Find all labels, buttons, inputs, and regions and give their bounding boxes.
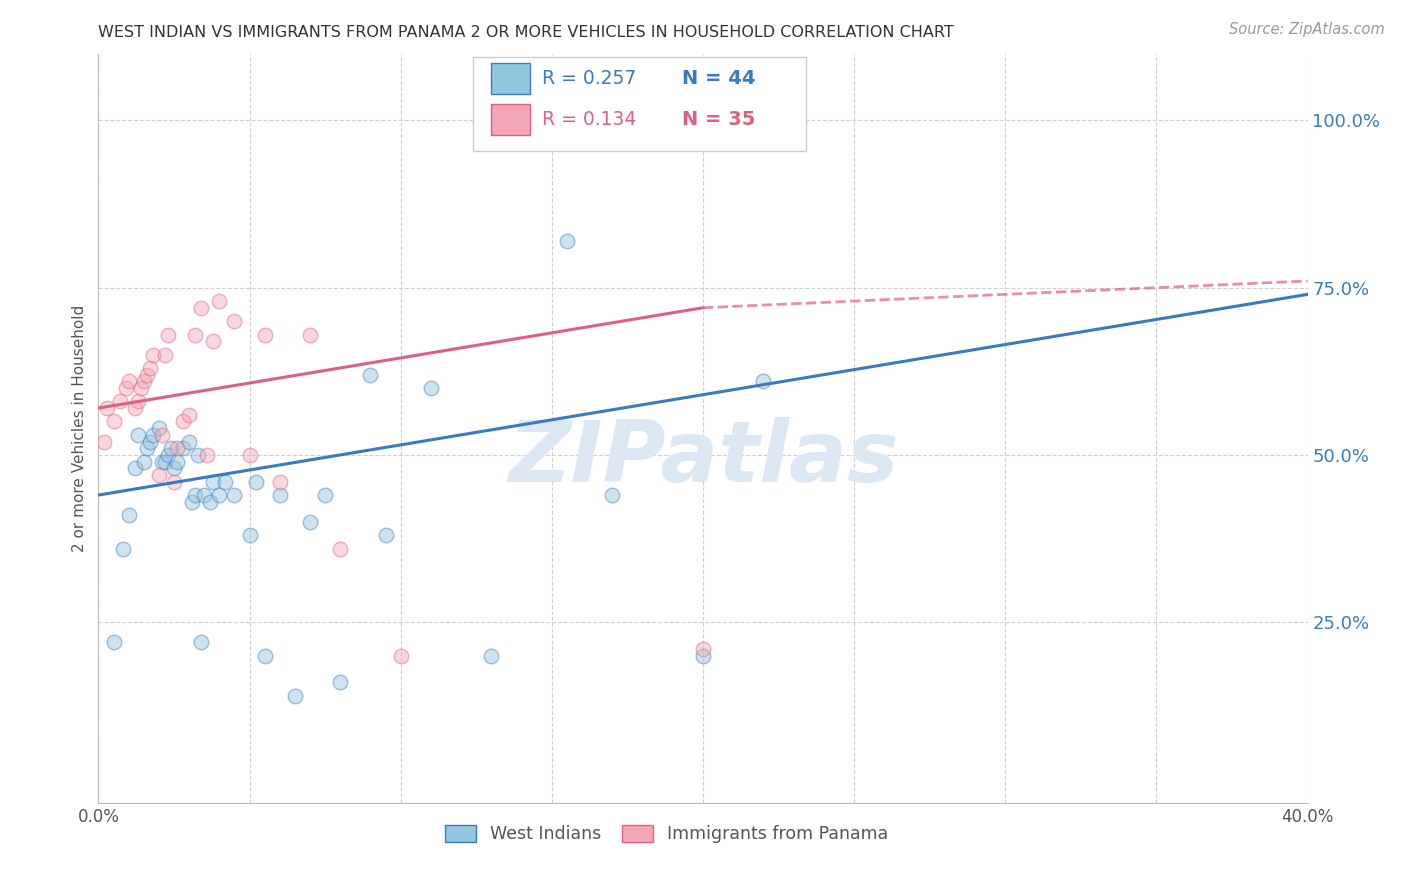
Point	[224, 488, 246, 502]
Point	[329, 541, 352, 556]
Point	[253, 648, 276, 663]
Point	[108, 394, 131, 409]
Point	[153, 455, 176, 469]
Point	[481, 648, 503, 663]
Point	[692, 642, 714, 657]
Point	[245, 475, 267, 489]
Point	[299, 515, 322, 529]
Text: Source: ZipAtlas.com: Source: ZipAtlas.com	[1229, 22, 1385, 37]
Point	[114, 381, 136, 395]
FancyBboxPatch shape	[492, 103, 530, 136]
Point	[510, 134, 533, 148]
Point	[184, 327, 207, 342]
Point	[156, 327, 179, 342]
Point	[139, 361, 162, 376]
Point	[163, 461, 186, 475]
Point	[360, 368, 382, 382]
Point	[374, 528, 396, 542]
Point	[172, 414, 194, 429]
Point	[142, 348, 165, 362]
Point	[132, 455, 155, 469]
Point	[184, 488, 207, 502]
FancyBboxPatch shape	[474, 57, 806, 151]
Point	[93, 434, 115, 449]
Text: N = 44: N = 44	[682, 69, 756, 87]
Point	[187, 448, 209, 462]
Point	[129, 381, 152, 395]
FancyBboxPatch shape	[492, 62, 530, 94]
Point	[284, 689, 307, 703]
Text: N = 35: N = 35	[682, 110, 756, 129]
Point	[179, 408, 201, 422]
Point	[269, 488, 291, 502]
Point	[148, 468, 170, 483]
Point	[420, 381, 443, 395]
Point	[181, 494, 204, 508]
Point	[329, 675, 352, 690]
Point	[224, 314, 246, 328]
Point	[96, 401, 118, 416]
Point	[127, 428, 149, 442]
Point	[172, 442, 194, 456]
Point	[752, 375, 775, 389]
Point	[135, 368, 157, 382]
Point	[314, 488, 336, 502]
Point	[195, 448, 218, 462]
Point	[135, 442, 157, 456]
Point	[139, 434, 162, 449]
Legend: West Indians, Immigrants from Panama: West Indians, Immigrants from Panama	[439, 818, 896, 850]
Point	[239, 448, 262, 462]
Point	[208, 488, 231, 502]
Text: ZIPatlas: ZIPatlas	[508, 417, 898, 500]
Point	[124, 401, 146, 416]
Point	[602, 488, 624, 502]
Point	[253, 327, 276, 342]
Point	[132, 375, 155, 389]
Point	[127, 394, 149, 409]
Point	[166, 442, 188, 456]
Point	[111, 541, 134, 556]
Text: WEST INDIAN VS IMMIGRANTS FROM PANAMA 2 OR MORE VEHICLES IN HOUSEHOLD CORRELATIO: WEST INDIAN VS IMMIGRANTS FROM PANAMA 2 …	[98, 25, 955, 40]
Point	[142, 428, 165, 442]
Point	[118, 508, 141, 523]
Point	[193, 488, 215, 502]
Point	[239, 528, 262, 542]
Point	[389, 648, 412, 663]
Text: R = 0.257: R = 0.257	[543, 69, 637, 87]
Point	[156, 448, 179, 462]
Point	[208, 294, 231, 309]
Point	[202, 475, 225, 489]
Point	[202, 334, 225, 349]
Point	[118, 375, 141, 389]
Point	[163, 475, 186, 489]
Y-axis label: 2 or more Vehicles in Household: 2 or more Vehicles in Household	[72, 304, 87, 552]
Point	[179, 434, 201, 449]
Point	[148, 421, 170, 435]
Point	[190, 301, 212, 315]
Point	[150, 455, 173, 469]
Point	[150, 428, 173, 442]
Point	[214, 475, 236, 489]
Point	[160, 442, 183, 456]
Point	[153, 348, 176, 362]
Point	[299, 327, 322, 342]
Point	[103, 414, 125, 429]
Text: R = 0.134: R = 0.134	[543, 110, 637, 129]
Point	[190, 635, 212, 649]
Point	[200, 494, 222, 508]
Point	[124, 461, 146, 475]
Point	[103, 635, 125, 649]
Point	[555, 234, 578, 248]
Point	[692, 648, 714, 663]
Point	[269, 475, 291, 489]
Point	[166, 455, 188, 469]
